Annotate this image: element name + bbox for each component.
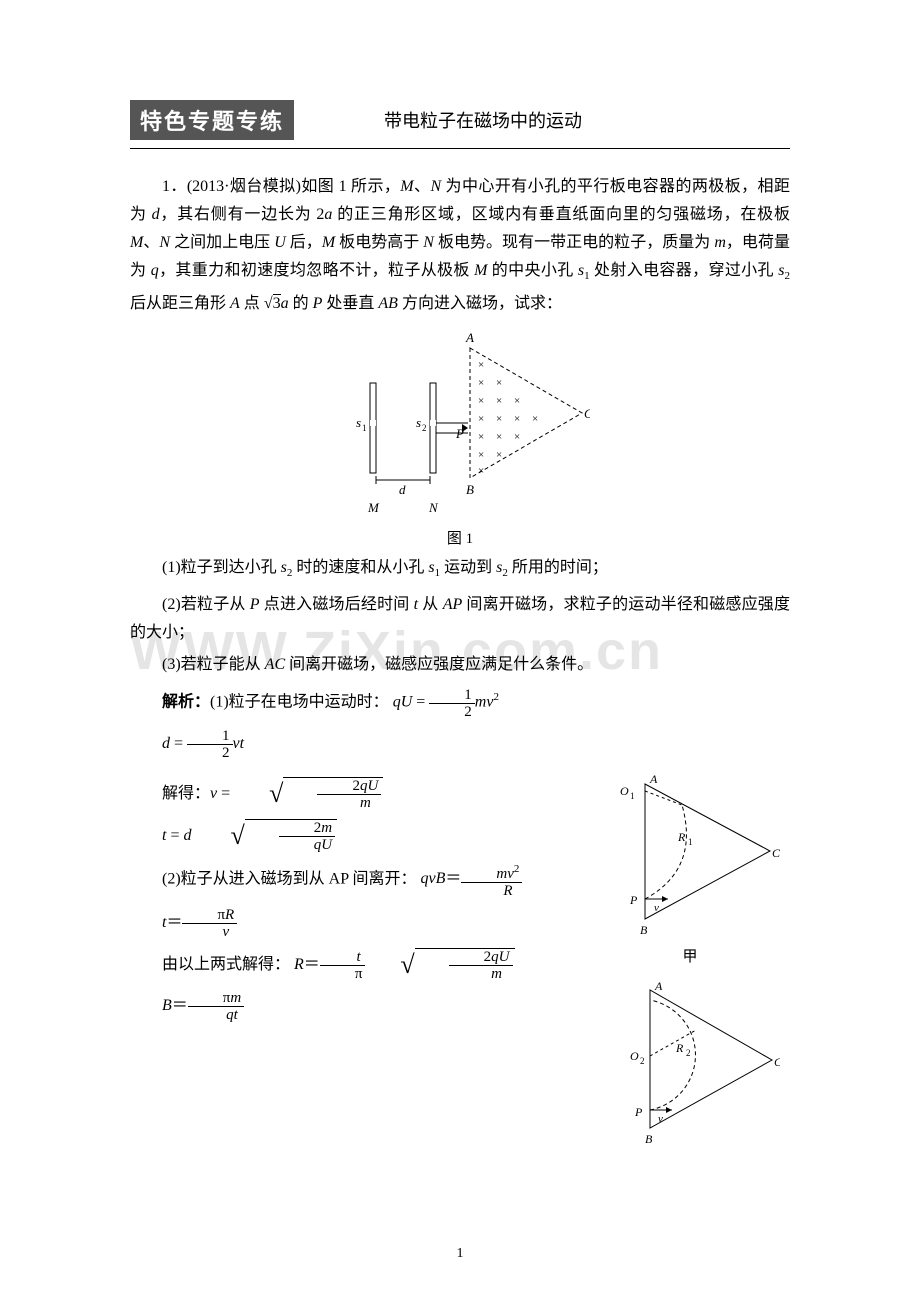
svg-text:B: B — [640, 923, 648, 937]
svg-text:×: × — [478, 431, 484, 443]
svg-text:×: × — [478, 449, 484, 461]
page-number: 1 — [0, 1246, 920, 1262]
figure-1: s 1 s 2 d M N A B C P × ×× — [130, 328, 790, 548]
svg-text:O: O — [630, 1049, 639, 1063]
svg-text:P: P — [634, 1105, 643, 1119]
section-header: 特色专题专练 带电粒子在磁场中的运动 — [130, 100, 790, 140]
eq-B: B＝πmqt — [130, 990, 590, 1023]
svg-text:B: B — [466, 482, 474, 497]
svg-text:×: × — [496, 395, 502, 407]
eq-t: t = d √2mqU — [130, 819, 590, 853]
svg-text:A: A — [465, 330, 474, 345]
eq-v: 解得：v = √2qUm — [130, 777, 590, 811]
svg-text:×: × — [478, 465, 484, 477]
svg-text:×: × — [478, 377, 484, 389]
eq-d: d = 12vt — [130, 728, 790, 761]
solution-2-lead: (2)粒子从进入磁场到从 AP 间离开： qvB＝mv2R — [130, 861, 590, 899]
svg-text:O: O — [620, 784, 629, 798]
svg-text:R: R — [675, 1041, 684, 1055]
svg-text:×: × — [478, 359, 484, 371]
figure-1-caption: 图 1 — [130, 527, 790, 548]
svg-text:N: N — [428, 500, 439, 515]
question-3: (3)若粒子能从 AC 间离开磁场，磁感应强度应满足什么条件。 — [130, 651, 790, 679]
svg-text:C: C — [772, 846, 780, 860]
header-title: 带电粒子在磁场中的运动 — [384, 107, 582, 133]
header-divider — [130, 148, 790, 149]
svg-text:2: 2 — [640, 1056, 645, 1066]
svg-text:M: M — [367, 500, 380, 515]
svg-text:A: A — [654, 979, 663, 993]
svg-text:×: × — [478, 395, 484, 407]
svg-text:×: × — [496, 449, 502, 461]
problem-paragraph-1: 1．(2013·烟台模拟)如图 1 所示，M、N 为中心开有小孔的平行板电容器的… — [130, 173, 790, 318]
question-2: (2)若粒子从 P 点进入磁场后经时间 t 从 AP 间离开磁场，求粒子的运动半… — [130, 591, 790, 647]
svg-text:C: C — [774, 1055, 780, 1069]
solution-line-1: 解析：(1)粒子在电场中运动时： qU = 12mv2 — [130, 683, 790, 719]
svg-text:×: × — [514, 413, 520, 425]
figure-1-svg: s 1 s 2 d M N A B C P × ×× — [330, 328, 590, 518]
eq-t2: t＝πRv — [130, 907, 590, 940]
svg-text:×: × — [514, 431, 520, 443]
svg-text:1: 1 — [630, 791, 635, 801]
svg-text:v: v — [654, 902, 659, 914]
header-badge: 特色专题专练 — [130, 100, 294, 140]
caption-jia: 甲 — [590, 945, 790, 966]
svg-text:P: P — [629, 893, 638, 907]
svg-text:B: B — [645, 1132, 653, 1146]
lead-text: 1．(2013·烟台模拟)如图 1 所示， — [162, 178, 400, 195]
eq-R: 由以上两式解得： R＝tπ√2qUm — [130, 948, 590, 982]
svg-text:R: R — [677, 830, 686, 844]
svg-text:v: v — [658, 1113, 663, 1125]
diagram-yi: A B C P O 2 R 2 v — [600, 978, 780, 1148]
svg-text:×: × — [496, 413, 502, 425]
svg-text:1: 1 — [688, 837, 693, 847]
svg-text:s: s — [356, 415, 361, 430]
svg-text:×: × — [496, 377, 502, 389]
svg-text:s: s — [416, 415, 421, 430]
question-1: (1)粒子到达小孔 s2 时的速度和从小孔 s1 运动到 s2 所用的时间； — [130, 554, 790, 587]
diagram-jia: A B C P O 1 R 1 v — [600, 769, 780, 939]
svg-text:×: × — [532, 413, 538, 425]
svg-text:d: d — [399, 482, 406, 497]
svg-text:2: 2 — [686, 1048, 691, 1058]
svg-text:C: C — [584, 406, 590, 421]
solution-label: 解析： — [162, 694, 210, 711]
svg-text:2: 2 — [422, 423, 427, 433]
svg-text:A: A — [649, 772, 658, 786]
svg-text:×: × — [496, 431, 502, 443]
svg-text:1: 1 — [362, 423, 367, 433]
svg-text:×: × — [478, 413, 484, 425]
svg-text:×: × — [514, 395, 520, 407]
